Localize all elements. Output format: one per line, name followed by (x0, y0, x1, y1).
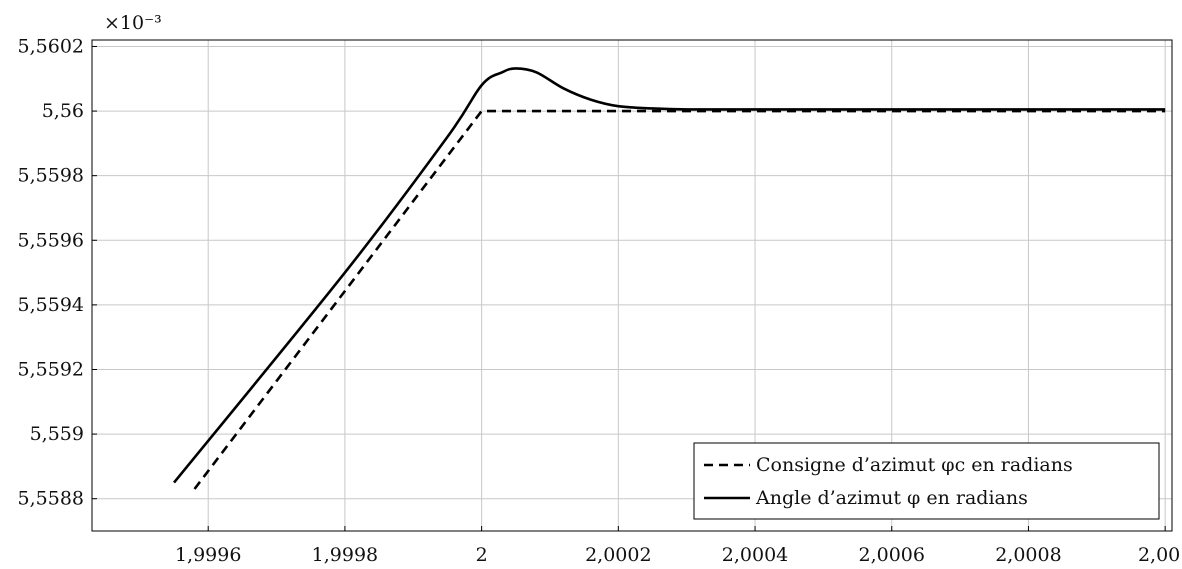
y-axis-multiplier: ×10⁻³ (104, 12, 162, 34)
y-tick-label: 5,56 (42, 100, 84, 122)
x-tick-label: 2 (476, 544, 488, 566)
x-tick-label: 2,001 (1138, 544, 1182, 566)
x-tick-label: 2,0008 (995, 544, 1061, 566)
y-tick-label: 5,559 (30, 423, 84, 445)
x-tick-label: 1,9998 (312, 544, 378, 566)
plot-frame (91, 39, 1173, 532)
axis-ticks: 1,9996 1,9998 2 2,0002 2,0004 2,0006 2,0008 2,0… (18, 35, 1182, 566)
y-tick-label: 5,5596 (18, 229, 84, 251)
x-tick-label: 2,0002 (585, 544, 651, 566)
x-tick-label: 1,9996 (175, 544, 241, 566)
y-tick-label: 5,5588 (18, 488, 84, 510)
series-line-angle (173, 67, 1166, 484)
legend-label-angle: Angle d’azimut φ en radians (755, 487, 1028, 509)
y-tick-label: 5,5594 (18, 294, 84, 316)
y-tick-label: 5,5598 (18, 165, 84, 187)
y-tick-label: 5,5592 (18, 358, 84, 380)
series-line-consigne (193, 109, 1166, 490)
y-tick-label: 5,5602 (18, 35, 84, 57)
legend-box (693, 442, 1160, 520)
x-tick-label: 2,0004 (722, 544, 788, 566)
series-lines (173, 67, 1166, 490)
grid (92, 40, 1172, 531)
legend-label-consigne: Consigne d’azimut φc en radians (756, 454, 1073, 476)
legend: Consigne d’azimut φc en radians Angle d’… (693, 442, 1160, 520)
x-tick-label: 2,0006 (859, 544, 925, 566)
